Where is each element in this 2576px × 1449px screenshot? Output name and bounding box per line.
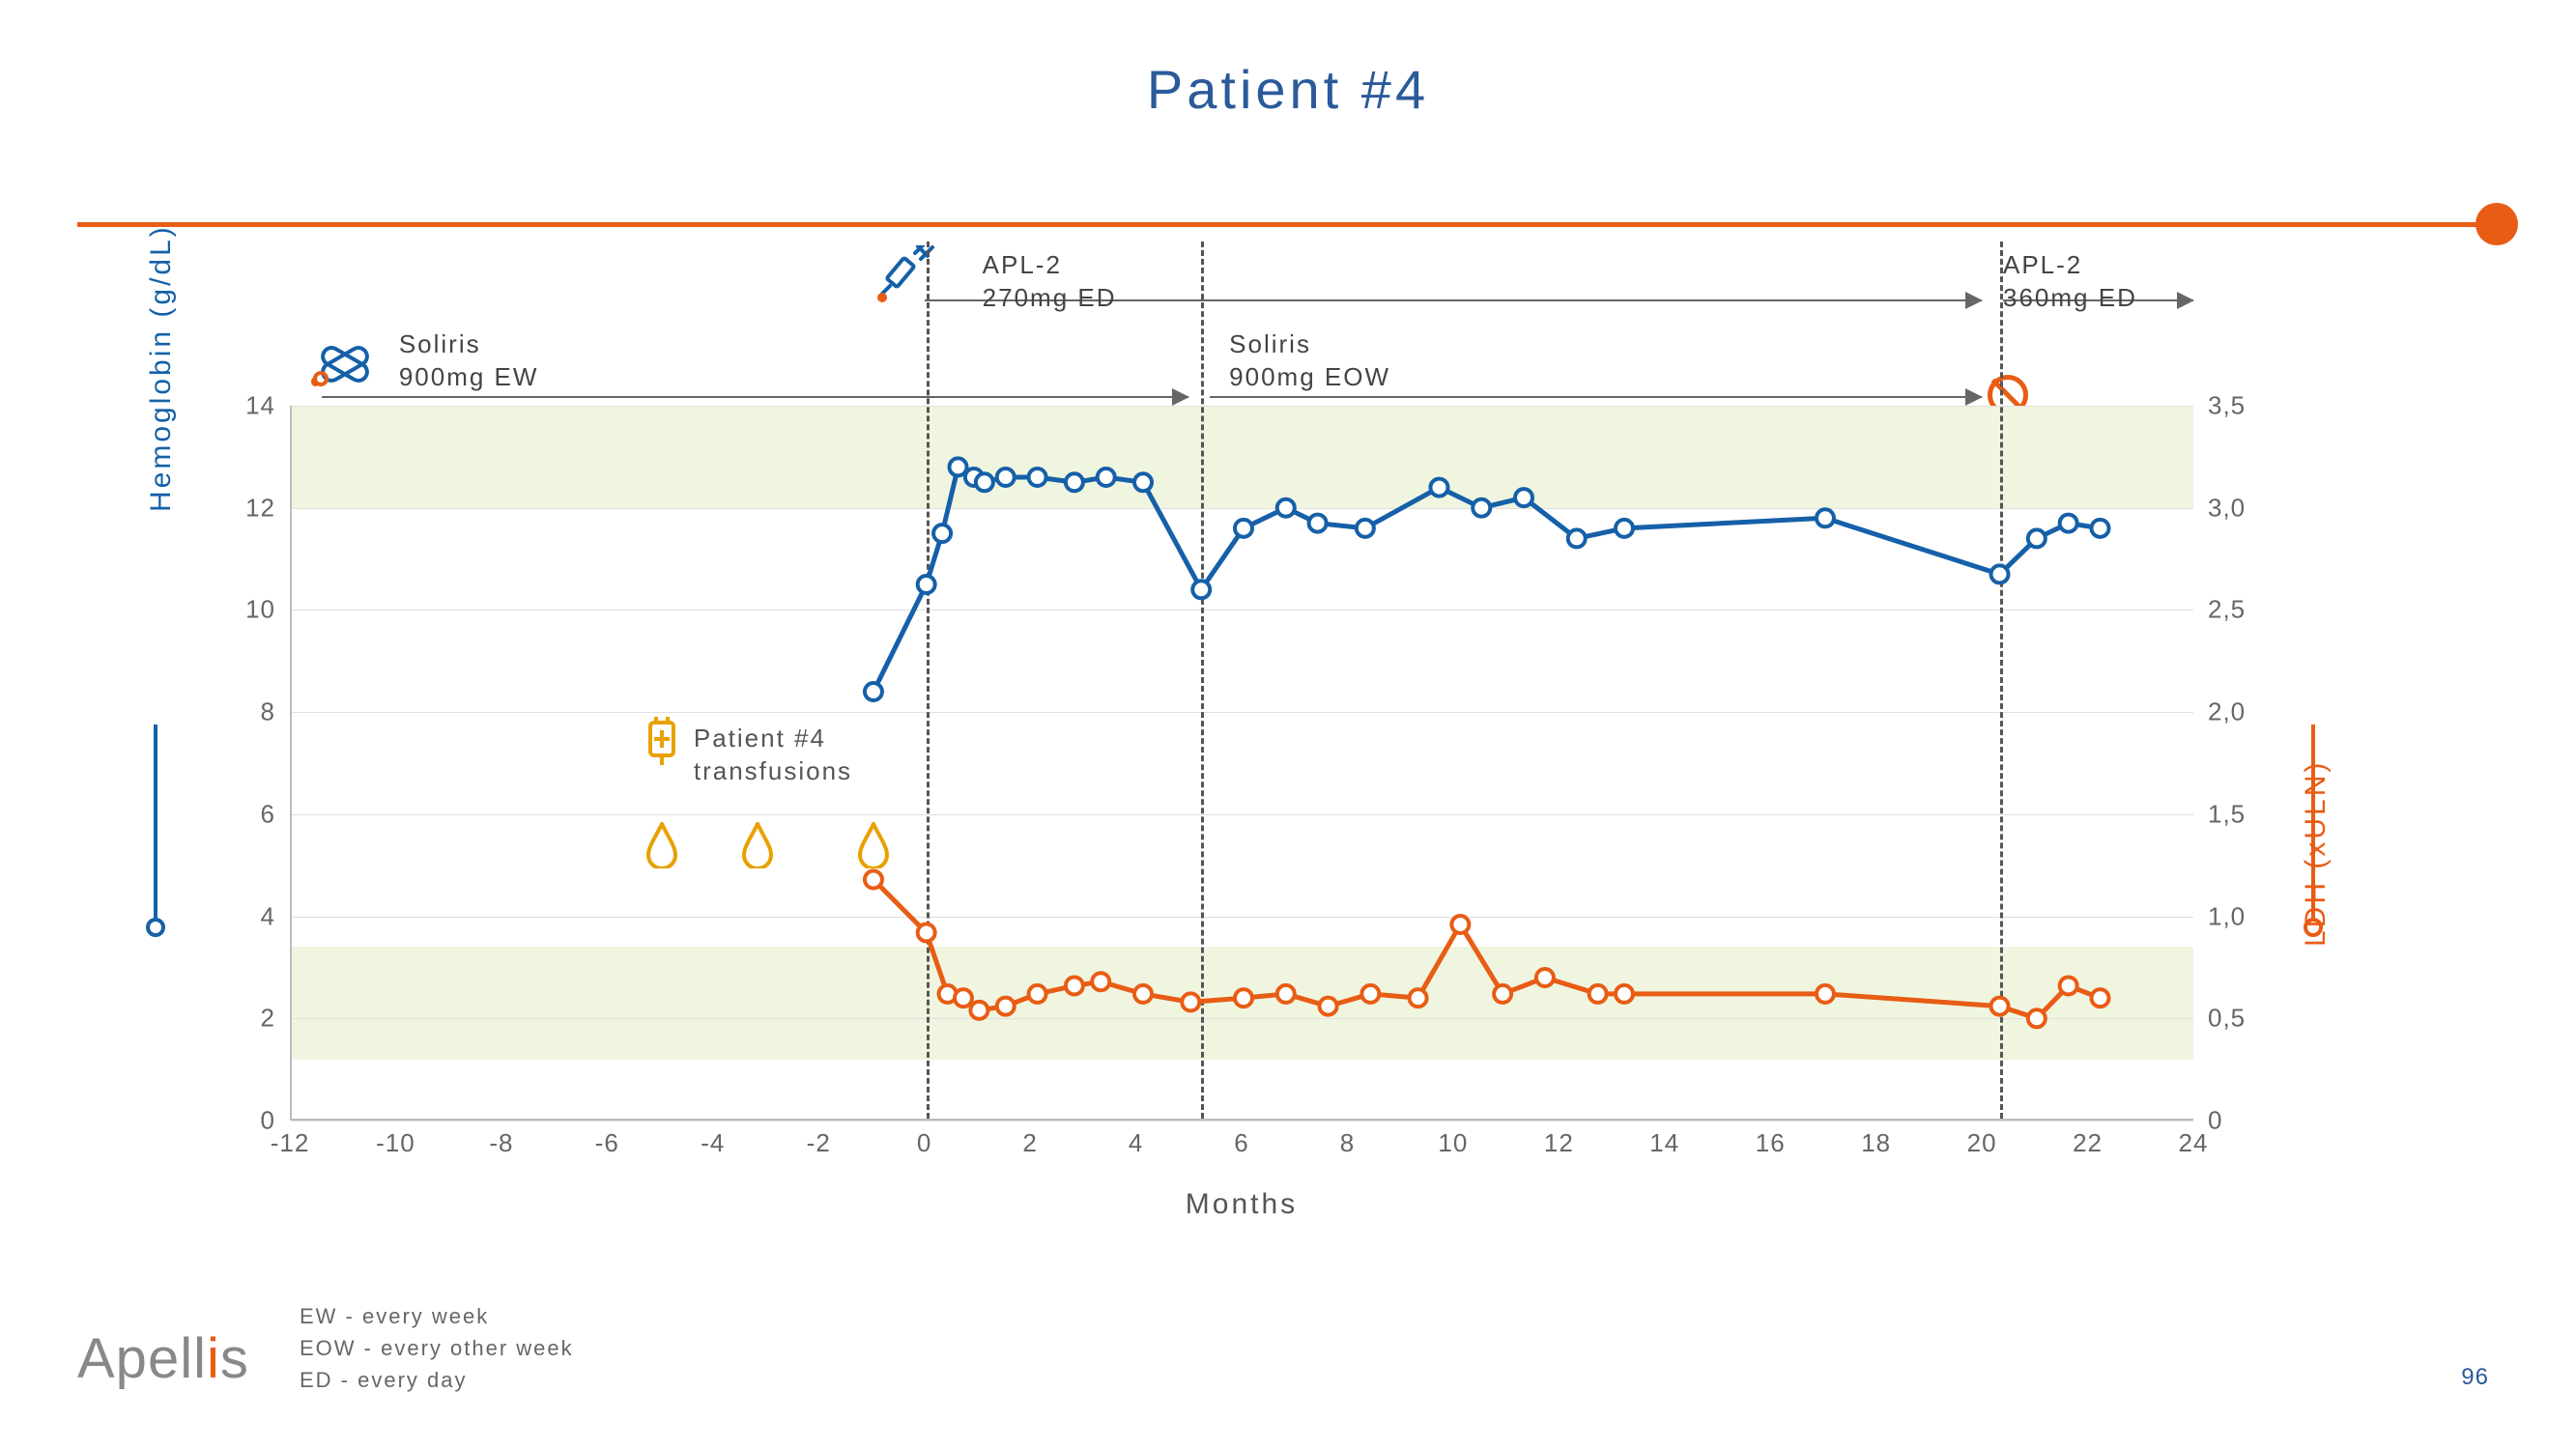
- apl2-360-line2: 360mg ED: [2003, 282, 2137, 315]
- apl2-270-line2: 270mg ED: [983, 282, 1117, 315]
- page-number: 96: [2461, 1364, 2489, 1391]
- annotation-arrow-soliris-ew: [322, 396, 1188, 398]
- annotation-label-soliris-eow: Soliris 900mg EOW: [1229, 328, 1390, 394]
- footnote-ed: ED - every day: [300, 1364, 574, 1396]
- series-svg: [292, 406, 2195, 1121]
- brand-logo: Apellis: [77, 1326, 249, 1391]
- footnote-eow: EOW - every other week: [300, 1332, 574, 1364]
- transfusion-label: Patient #4transfusions: [694, 723, 852, 788]
- soliris-eow-line1: Soliris: [1229, 328, 1390, 361]
- y-left-legend-marker: [146, 918, 165, 937]
- bandage-icon: [311, 336, 379, 392]
- footnotes: EW - every week EOW - every other week E…: [300, 1300, 574, 1396]
- soliris-ew-line2: 900mg EW: [399, 361, 539, 394]
- y-left-legend-line: [154, 724, 157, 918]
- annotation-label-apl2-360: APL-2 360mg ED: [2003, 249, 2137, 315]
- x-axis-label: Months: [290, 1188, 2193, 1221]
- soliris-eow-line2: 900mg EOW: [1229, 361, 1390, 394]
- footnote-ew: EW - every week: [300, 1300, 574, 1332]
- chart: Patient #4transfusions 02468101214 00,51…: [290, 406, 2193, 1121]
- title-rule: [77, 222, 2499, 227]
- annotation-arrow-soliris-eow: [1210, 396, 1982, 398]
- soliris-ew-line1: Soliris: [399, 328, 539, 361]
- y-right-label: LDH (xULN): [2300, 760, 2333, 947]
- y-left-label-text: Hemoglobin (g/dL): [145, 224, 177, 512]
- title-rule-dot: [2476, 203, 2518, 245]
- annotation-label-apl2-270: APL-2 270mg ED: [983, 249, 1117, 315]
- syringe-icon: [876, 245, 938, 307]
- annotation-label-soliris-ew: Soliris 900mg EW: [399, 328, 539, 394]
- plot-area: Patient #4transfusions: [290, 406, 2193, 1121]
- slide: Patient #4 Hemoglobin (g/dL) LDH (xULN) …: [0, 0, 2576, 1449]
- y-right-label-text: LDH (xULN): [2300, 760, 2332, 947]
- apl2-360-line1: APL-2: [2003, 249, 2137, 282]
- apl2-270-line1: APL-2: [983, 249, 1117, 282]
- y-left-label: Hemoglobin (g/dL): [145, 224, 178, 512]
- slide-title: Patient #4: [0, 58, 2576, 121]
